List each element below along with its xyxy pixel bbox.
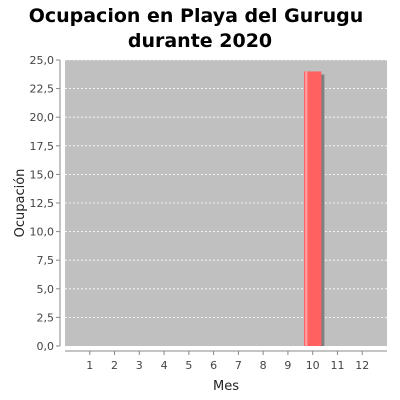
y-axis-ticks: 0,0 2,5 5,0 7,5 10,0 12,5 15,0 17,5 20,0 22,5 25,0 (30, 54, 60, 353)
x-axis-ticks: 1 2 3 4 5 6 7 8 9 10 11 12 (86, 351, 369, 372)
y-tick-label: 10,0 (30, 226, 55, 239)
y-tick-label: 2,5 (37, 311, 55, 324)
y-tick-label: 0,0 (37, 340, 55, 353)
x-tick-label: 10 (306, 359, 320, 372)
y-tick-label: 17,5 (30, 140, 55, 153)
x-tick-label: 3 (136, 359, 143, 372)
x-tick-label: 4 (161, 359, 168, 372)
x-tick-label: 6 (210, 359, 217, 372)
y-tick-label: 25,0 (30, 54, 55, 67)
y-tick-label: 7,5 (37, 254, 55, 267)
gridlines (65, 59, 387, 318)
bar-10 (304, 71, 325, 346)
x-tick-label: 5 (185, 359, 192, 372)
bar (304, 71, 322, 346)
bars (304, 71, 325, 346)
y-tick-label: 22,5 (30, 83, 55, 96)
y-tick-label: 15,0 (30, 168, 55, 181)
y-tick-label: 12,5 (30, 197, 55, 210)
x-tick-label: 8 (260, 359, 267, 372)
y-tick-label: 20,0 (30, 111, 55, 124)
x-tick-label: 11 (330, 359, 344, 372)
x-tick-label: 7 (235, 359, 242, 372)
y-axis-label: Ocupación (13, 169, 28, 238)
x-tick-label: 2 (111, 359, 118, 372)
bar-highlight (305, 71, 308, 346)
x-tick-label: 12 (355, 359, 369, 372)
x-tick-label: 9 (284, 359, 291, 372)
chart-title-line-1: Ocupacion en Playa del Gurugu (29, 5, 364, 27)
x-axis-label: Mes (213, 379, 239, 394)
chart-title-line-2: durante 2020 (128, 30, 272, 52)
x-tick-label: 1 (86, 359, 93, 372)
y-tick-label: 5,0 (37, 283, 55, 296)
